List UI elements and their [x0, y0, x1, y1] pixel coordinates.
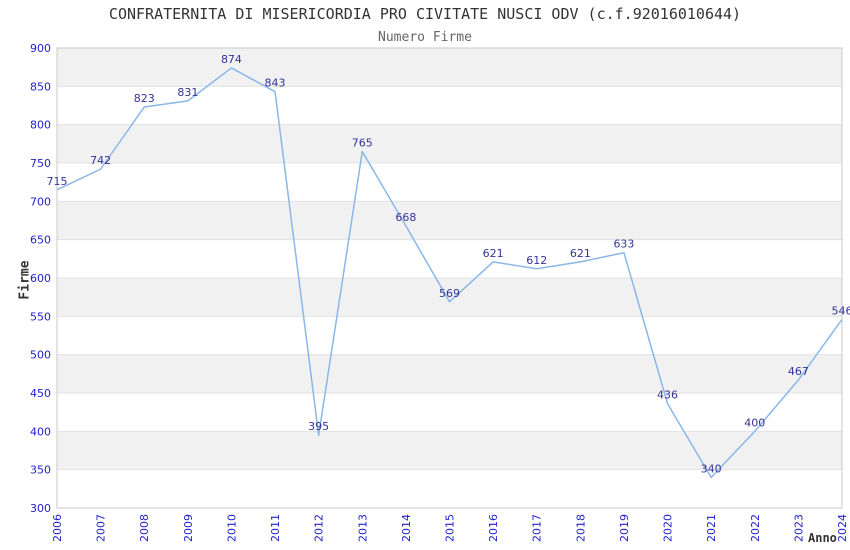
svg-text:2007: 2007	[95, 514, 108, 542]
svg-text:831: 831	[177, 86, 198, 99]
svg-text:450: 450	[30, 387, 51, 400]
svg-text:2006: 2006	[51, 514, 64, 542]
svg-text:823: 823	[134, 92, 155, 105]
svg-text:800: 800	[30, 119, 51, 132]
data-labels: 715 742 823 831 874 843 395 765 668 569 621 612 621 6…	[47, 53, 850, 475]
svg-text:742: 742	[90, 154, 111, 167]
plot-border	[56, 47, 843, 509]
svg-text:2024: 2024	[836, 514, 849, 542]
svg-text:400: 400	[744, 416, 765, 429]
svg-text:2016: 2016	[487, 514, 500, 542]
svg-text:621: 621	[483, 247, 504, 260]
svg-text:843: 843	[265, 77, 286, 90]
svg-text:2022: 2022	[749, 514, 762, 542]
svg-text:650: 650	[30, 234, 51, 247]
chart-title: CONFRATERNITA DI MISERICORDIA PRO CIVITA…	[108, 5, 742, 23]
svg-text:2015: 2015	[444, 514, 457, 542]
svg-text:2018: 2018	[574, 514, 587, 542]
svg-text:765: 765	[352, 137, 373, 150]
svg-text:2023: 2023	[792, 514, 805, 542]
svg-text:2013: 2013	[356, 514, 369, 542]
svg-text:874: 874	[221, 53, 242, 66]
svg-text:2011: 2011	[269, 514, 282, 542]
svg-text:621: 621	[570, 247, 591, 260]
svg-text:2019: 2019	[618, 514, 631, 542]
svg-text:612: 612	[526, 254, 547, 267]
data-line	[56, 67, 843, 479]
y-axis-ticks: 300 350 400 450 500 550 600 650 700 750 800 850 900	[30, 42, 51, 515]
svg-text:340: 340	[701, 462, 722, 475]
svg-text:668: 668	[395, 211, 416, 224]
svg-text:2008: 2008	[138, 514, 151, 542]
y-axis-label: Firme	[17, 260, 33, 300]
svg-text:400: 400	[30, 425, 51, 438]
svg-text:395: 395	[308, 420, 329, 433]
chart-subtitle: Numero Firme	[378, 30, 472, 45]
svg-text:750: 750	[30, 157, 51, 170]
svg-text:350: 350	[30, 464, 51, 477]
svg-text:2021: 2021	[705, 514, 718, 542]
x-axis-ticks: 2006 2007 2008 2009 2010 2011 2012 2013 2014 2015…	[51, 514, 849, 542]
svg-text:715: 715	[47, 175, 68, 188]
svg-text:467: 467	[788, 365, 809, 378]
svg-text:569: 569	[439, 287, 460, 300]
svg-text:600: 600	[30, 272, 51, 285]
svg-text:436: 436	[657, 389, 678, 402]
svg-text:2012: 2012	[313, 514, 326, 542]
svg-text:900: 900	[30, 42, 51, 55]
svg-text:2010: 2010	[225, 514, 238, 542]
svg-text:300: 300	[30, 502, 51, 515]
svg-text:2020: 2020	[662, 514, 675, 542]
svg-text:2014: 2014	[400, 514, 413, 542]
svg-text:2009: 2009	[182, 514, 195, 542]
svg-text:2017: 2017	[531, 514, 544, 542]
svg-text:700: 700	[30, 195, 51, 208]
plot-bands	[57, 48, 842, 508]
svg-text:850: 850	[30, 80, 51, 93]
x-axis-label: Anno	[808, 531, 837, 545]
svg-text:546: 546	[832, 304, 850, 317]
svg-text:500: 500	[30, 349, 51, 362]
svg-text:550: 550	[30, 310, 51, 323]
svg-text:633: 633	[613, 238, 634, 251]
